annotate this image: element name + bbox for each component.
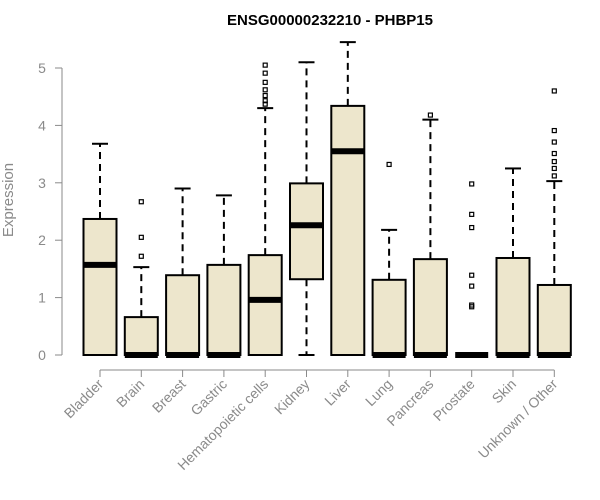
x-tick-label: Lung [362,376,395,409]
outlier-point [427,112,433,118]
x-tick-label: Breast [149,376,189,416]
outlier-point [469,211,475,217]
outlier-point [262,87,268,93]
outlier-point [262,98,268,104]
box [123,316,159,356]
outlier-point [469,224,475,231]
outlier-point [551,127,557,134]
outlier-point [262,79,268,85]
x-tick-label: Skin [489,376,520,407]
x-tick-label: Bladder [61,376,107,422]
x-tick-label: Kidney [271,376,313,418]
y-tick-label: 0 [38,347,46,363]
y-tick-label: 4 [38,117,46,133]
box [330,104,366,356]
box [495,256,531,356]
outlier-point [469,272,475,278]
box [371,278,407,356]
outlier-point [469,283,475,289]
x-tick-label: Liver [321,376,354,409]
outlier-point [551,173,557,179]
x-tick-label: Brain [113,376,147,410]
y-axis-label: Expression [0,163,17,237]
y-tick-label: 1 [38,290,46,306]
outlier-point [551,88,557,94]
box [247,254,283,356]
outlier-point [551,139,557,145]
box [82,217,118,356]
outlier-point [386,161,392,168]
y-tick-label: 3 [38,175,46,191]
box [289,182,324,281]
x-tick-label: Prostate [430,376,478,424]
outlier-point [262,70,268,76]
outlier-point [262,62,268,68]
outlier-point [138,199,144,205]
chart-title: ENSG00000232210 - PHBP15 [227,12,433,29]
outlier-point [551,165,557,172]
outlier-point [469,302,475,308]
outlier-point [138,234,144,240]
box [206,263,242,356]
outlier-point [469,181,475,187]
box [165,274,201,356]
outlier-point [551,150,557,157]
box [412,258,448,356]
y-tick-label: 2 [38,232,46,248]
y-tick-label: 5 [38,60,46,76]
box [536,283,572,356]
outlier-point [138,253,144,259]
outlier-point [551,158,557,165]
outlier-point [262,92,268,99]
